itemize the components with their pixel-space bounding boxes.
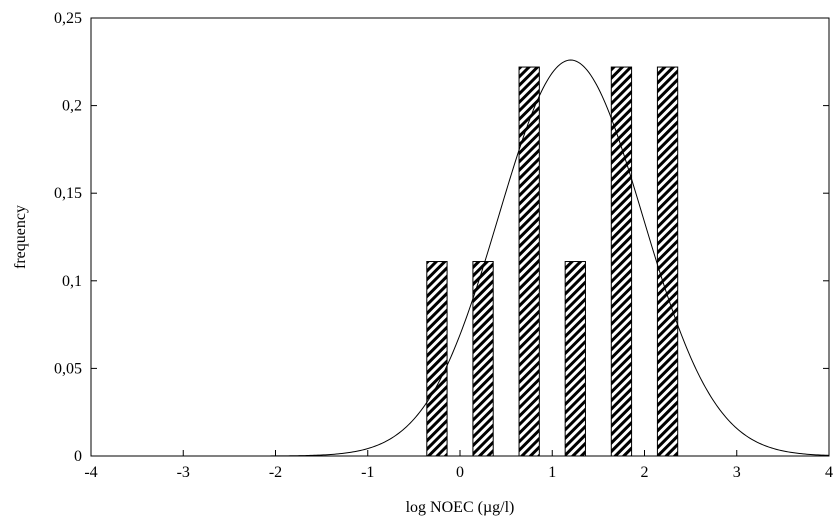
bars [426, 66, 679, 457]
bar-0 [426, 261, 448, 457]
normal-curve [91, 59, 830, 457]
x-axis-title: log NOEC (µg/l) [406, 499, 515, 516]
x-tick-label-7: 3 [733, 464, 741, 481]
bar-2 [518, 66, 540, 457]
y-axis: 0 0,05 0,1 0,15 0,2 0,25 [54, 10, 829, 465]
y-tick-label-5: 0,25 [54, 10, 82, 27]
x-tick-label-2: -2 [269, 464, 282, 481]
bar-5 [656, 66, 679, 457]
x-tick-label-3: -1 [361, 464, 374, 481]
plot-frame [90, 17, 830, 457]
x-tick-label-1: -3 [177, 464, 190, 481]
y-tick-label-3: 0,15 [54, 185, 82, 202]
y-axis-title: frequency [12, 205, 29, 269]
y-tick-label-0: 0 [74, 448, 82, 465]
y-tick-label-4: 0,2 [62, 98, 82, 115]
bar-3 [564, 261, 586, 457]
x-axis: -4 -3 -2 -1 0 1 2 3 4 [84, 450, 833, 481]
x-tick-label-5: 1 [548, 464, 556, 481]
x-tick-label-8: 4 [825, 464, 833, 481]
x-tick-label-4: 0 [456, 464, 464, 481]
x-tick-label-6: 2 [641, 464, 649, 481]
x-tick-label-0: -4 [84, 464, 97, 481]
y-tick-label-2: 0,1 [62, 273, 82, 290]
y-tick-label-1: 0,05 [54, 360, 82, 377]
bar-1 [472, 261, 494, 457]
